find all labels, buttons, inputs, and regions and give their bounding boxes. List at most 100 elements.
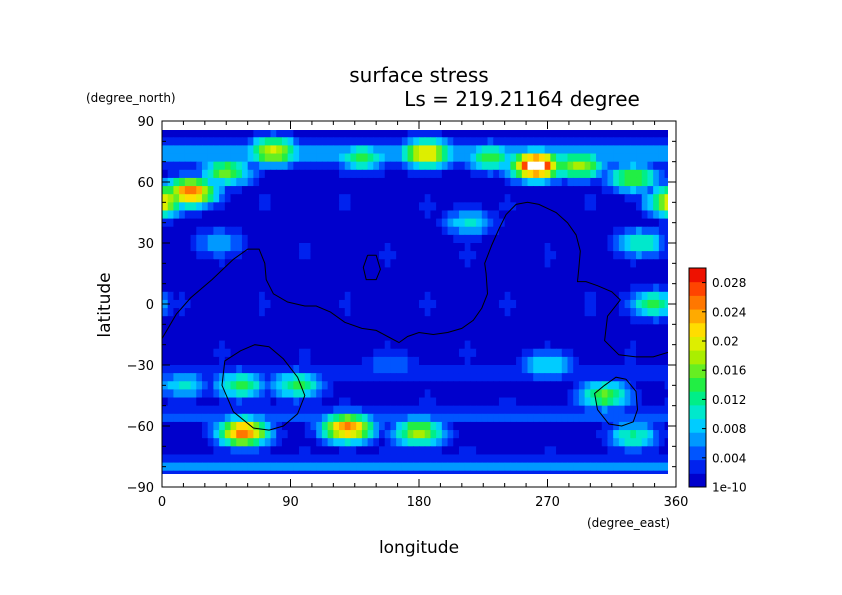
heatmap-cell <box>464 365 471 374</box>
heatmap-cell <box>379 194 386 203</box>
heatmap-cell <box>173 316 180 325</box>
heatmap-cell <box>264 340 272 350</box>
heatmap-cell <box>219 267 226 277</box>
heatmap-cell <box>167 291 175 301</box>
heatmap-cell <box>590 430 597 439</box>
heatmap-cell <box>190 373 197 382</box>
colorbar-swatch <box>689 295 706 310</box>
heatmap-cell <box>596 470 603 474</box>
heatmap-cell <box>327 267 334 277</box>
colorbar-swatch <box>689 268 706 283</box>
heatmap-cell <box>207 186 214 195</box>
heatmap-cell <box>493 479 499 488</box>
heatmap-cell <box>630 202 637 212</box>
heatmap-cell <box>236 194 243 203</box>
heatmap-cell <box>167 234 175 244</box>
heatmap-cell <box>607 316 614 325</box>
heatmap-cell <box>276 348 283 358</box>
heatmap-cell <box>584 324 591 334</box>
heatmap-cell <box>601 202 609 212</box>
heatmap-cell <box>561 267 569 277</box>
heatmap-cell <box>573 479 579 488</box>
heatmap-cell <box>550 283 557 293</box>
heatmap-cell <box>504 243 511 252</box>
x-tick-label: 180 <box>407 495 432 510</box>
heatmap-cell <box>276 332 283 342</box>
heatmap-cell <box>310 202 317 212</box>
heatmap-cell <box>213 479 219 488</box>
heatmap-cell <box>236 454 243 464</box>
heatmap-cell <box>190 462 197 472</box>
heatmap-cell <box>401 194 409 203</box>
heatmap-cell <box>481 161 489 171</box>
heatmap-cell <box>224 405 232 415</box>
heatmap-cell <box>510 389 517 399</box>
heatmap-cell <box>379 356 386 366</box>
heatmap-cell <box>556 291 563 301</box>
heatmap-cell <box>544 218 551 228</box>
heatmap-cell <box>230 130 237 138</box>
heatmap-cell <box>207 234 214 244</box>
heatmap-cell <box>481 130 489 138</box>
heatmap-cell <box>618 438 626 447</box>
heatmap-cell <box>373 397 380 407</box>
heatmap-cell <box>224 243 232 252</box>
heatmap-cell <box>596 454 603 464</box>
heatmap-cell <box>407 283 414 293</box>
heatmap-cell <box>401 177 409 187</box>
heatmap-cell <box>436 202 443 212</box>
heatmap-cell <box>270 169 277 179</box>
heatmap-cell <box>613 251 620 260</box>
heatmap-cell <box>516 421 523 431</box>
heatmap-cell <box>601 373 609 382</box>
heatmap-cell <box>413 137 420 146</box>
heatmap-cell <box>658 194 666 203</box>
heatmap-cell <box>453 194 460 203</box>
heatmap-cell <box>407 259 414 268</box>
x-tick-label: 270 <box>535 495 560 510</box>
heatmap-cell <box>464 430 471 439</box>
heatmap-cell <box>207 153 214 163</box>
heatmap-cell <box>487 324 494 334</box>
heatmap-cell <box>367 438 374 447</box>
heatmap-cell <box>533 299 540 309</box>
heatmap-cell <box>401 218 409 228</box>
heatmap-cell <box>299 121 305 130</box>
heatmap-cell <box>533 479 539 488</box>
heatmap-cell <box>458 291 466 301</box>
heatmap-cell <box>596 479 602 488</box>
heatmap-cell <box>533 470 540 474</box>
heatmap-cell <box>453 218 460 228</box>
heatmap-cell <box>448 121 454 130</box>
heatmap-cell <box>350 405 357 415</box>
heatmap-cell <box>441 291 449 301</box>
heatmap-cell <box>601 267 609 277</box>
heatmap-cell <box>339 397 346 407</box>
heatmap-cell <box>276 161 283 171</box>
heatmap-cell <box>299 259 306 268</box>
heatmap-cell <box>544 454 551 464</box>
heatmap-cell <box>241 405 249 415</box>
heatmap-cell <box>584 186 591 195</box>
heatmap-cell <box>493 299 500 309</box>
heatmap-cell <box>293 153 300 163</box>
heatmap-cell <box>590 186 597 195</box>
heatmap-cell <box>247 438 254 447</box>
heatmap-cell <box>259 251 266 260</box>
heatmap-cell <box>556 169 563 179</box>
heatmap-cell <box>430 153 437 163</box>
heatmap-cell <box>281 365 289 374</box>
colorbar-swatch <box>689 391 706 406</box>
heatmap-cell <box>259 332 266 342</box>
heatmap-cell <box>167 308 175 317</box>
heatmap-cell <box>487 348 494 358</box>
heatmap-cell <box>190 186 197 195</box>
heatmap-cell <box>436 356 443 366</box>
heatmap-cell <box>350 243 357 252</box>
heatmap-cell <box>361 202 369 212</box>
heatmap-cell <box>419 161 426 171</box>
x-tick-label: 90 <box>282 495 299 510</box>
heatmap-cell <box>550 153 557 163</box>
heatmap-cell <box>367 130 374 138</box>
heatmap-cell <box>504 186 511 195</box>
